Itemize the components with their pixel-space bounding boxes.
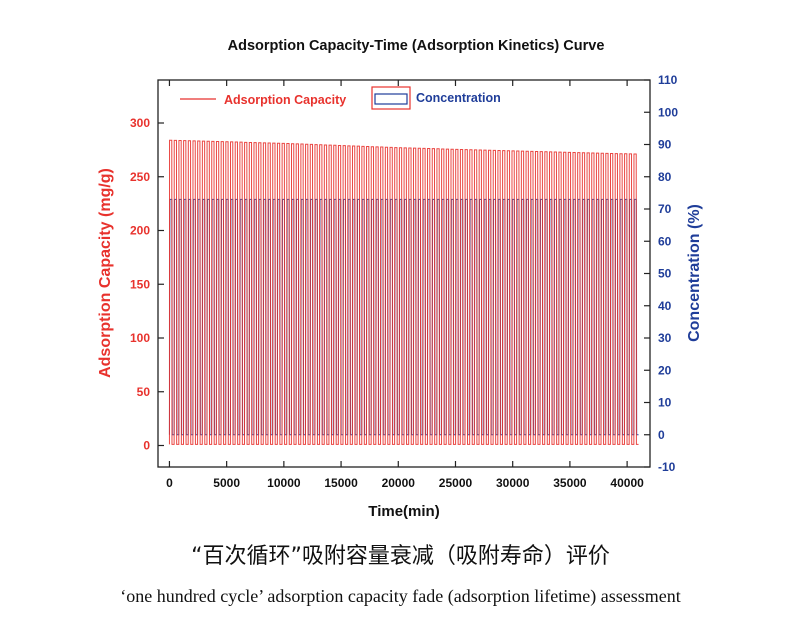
- x-tick-label: 35000: [553, 476, 587, 490]
- y-tick-label: 250: [130, 170, 150, 184]
- chart: Adsorption Capacity-Time (Adsorption Kin…: [97, 38, 703, 520]
- x-tick-label: 5000: [213, 476, 240, 490]
- x-tick-label: 0: [166, 476, 173, 490]
- y-tick-label: 100: [130, 331, 150, 345]
- x-axis: 0 5000 10000 15000 20000 25000 30000 35000 40000: [166, 80, 644, 490]
- series-adsorption-capacity-line: [168, 139, 639, 445]
- y2-tick-label: 100: [658, 105, 678, 119]
- caption-chinese: “百次循环”吸附容量衰减（吸附寿命）评价: [191, 544, 610, 569]
- y-axis-right-label: Concentration (%): [686, 204, 703, 342]
- y-tick-label: 200: [130, 224, 150, 238]
- y2-tick-label: 0: [658, 428, 665, 442]
- legend: Adsorption Capacity Concentration: [180, 86, 501, 110]
- x-tick-label: 10000: [267, 476, 301, 490]
- x-axis-label: Time(min): [368, 503, 439, 520]
- x-tick-label: 20000: [382, 476, 416, 490]
- y-axis-left: 0 50 100 150 200 250 300: [130, 116, 164, 453]
- legend-label-adsorption: Adsorption Capacity: [224, 93, 346, 107]
- y2-tick-label: 60: [658, 234, 672, 248]
- x-tick-label: 30000: [496, 476, 530, 490]
- y2-tick-label: 80: [658, 170, 672, 184]
- y2-tick-label: 50: [658, 267, 672, 281]
- y2-tick-label: 110: [658, 73, 678, 87]
- y-tick-label: 150: [130, 277, 150, 291]
- y2-tick-label: -10: [658, 460, 676, 474]
- y2-tick-label: 30: [658, 331, 672, 345]
- y2-tick-label: 20: [658, 363, 672, 377]
- y2-tick-label: 40: [658, 299, 672, 313]
- x-tick-label: 40000: [610, 476, 644, 490]
- legend-label-concentration: Concentration: [416, 91, 501, 105]
- legend-swatch-concentration-outer: [371, 86, 411, 110]
- y2-tick-label: 90: [658, 138, 672, 152]
- y-axis-right: -10 0 10 20 30 40 50 60 70 80 90 100 110: [644, 73, 678, 474]
- y-tick-label: 50: [137, 385, 151, 399]
- chart-title: Adsorption Capacity-Time (Adsorption Kin…: [228, 38, 605, 54]
- caption-english: ‘one hundred cycle’ adsorption capacity …: [120, 586, 681, 606]
- y2-tick-label: 70: [658, 202, 672, 216]
- y-tick-label: 300: [130, 116, 150, 130]
- plot-area: [168, 139, 639, 445]
- x-tick-label: 15000: [324, 476, 358, 490]
- y-axis-left-label: Adsorption Capacity (mg/g): [97, 168, 114, 378]
- legend-swatch-concentration: [374, 93, 408, 105]
- x-tick-label: 25000: [439, 476, 473, 490]
- y2-tick-label: 10: [658, 396, 672, 410]
- y-tick-label: 0: [143, 439, 150, 453]
